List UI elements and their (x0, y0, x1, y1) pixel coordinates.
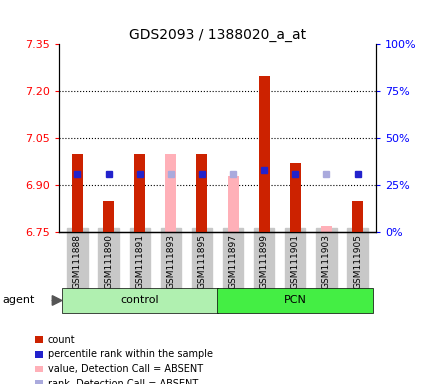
Text: control: control (120, 295, 158, 306)
Bar (258, 76, 269, 232)
Text: PCN: PCN (283, 295, 306, 306)
Bar (227, 176, 238, 232)
Text: rank, Detection Call = ABSENT: rank, Detection Call = ABSENT (48, 379, 197, 384)
Bar (134, 154, 145, 232)
Text: value, Detection Call = ABSENT: value, Detection Call = ABSENT (48, 364, 203, 374)
Bar (165, 154, 176, 232)
Bar (320, 226, 331, 232)
Bar (72, 154, 82, 232)
Bar (196, 154, 207, 232)
Bar (352, 201, 362, 232)
Bar (289, 163, 300, 232)
Text: agent: agent (2, 295, 34, 306)
Text: count: count (48, 335, 76, 345)
Bar (103, 201, 114, 232)
Title: GDS2093 / 1388020_a_at: GDS2093 / 1388020_a_at (128, 28, 306, 42)
Text: percentile rank within the sample: percentile rank within the sample (48, 349, 212, 359)
